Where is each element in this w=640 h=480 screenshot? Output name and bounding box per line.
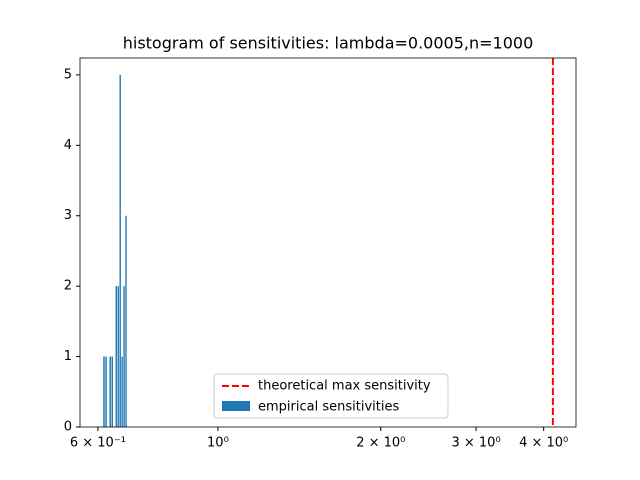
bar	[125, 215, 127, 427]
y-tick-label: 5	[64, 67, 72, 82]
x-tick-label: 4 × 10⁰	[519, 436, 568, 451]
x-tick-label: 3 × 10⁰	[451, 436, 500, 451]
y-tick-label: 3	[64, 208, 72, 223]
legend-label: empirical sensitivities	[258, 400, 399, 415]
y-tick-label: 2	[64, 279, 72, 294]
chart-title: histogram of sensitivities: lambda=0.000…	[123, 34, 534, 53]
legend-box	[213, 373, 449, 419]
bar	[111, 356, 113, 427]
bar	[121, 356, 123, 427]
x-tick-label: 2 × 10⁰	[356, 436, 405, 451]
bar	[123, 286, 125, 427]
bar	[117, 286, 119, 427]
legend-swatch	[222, 401, 250, 411]
y-tick-label: 0	[64, 420, 72, 435]
x-tick-label: 6 × 10⁻¹	[70, 436, 126, 451]
bar	[105, 356, 107, 427]
y-tick-label: 4	[64, 138, 72, 153]
bar	[115, 286, 117, 427]
x-tick-label: 10⁰	[207, 436, 229, 451]
bar	[109, 356, 111, 427]
legend-label: theoretical max sensitivity	[258, 379, 431, 394]
plot-frame	[79, 57, 577, 428]
y-tick-label: 1	[64, 349, 72, 364]
bar	[103, 356, 105, 427]
bar	[119, 74, 121, 428]
